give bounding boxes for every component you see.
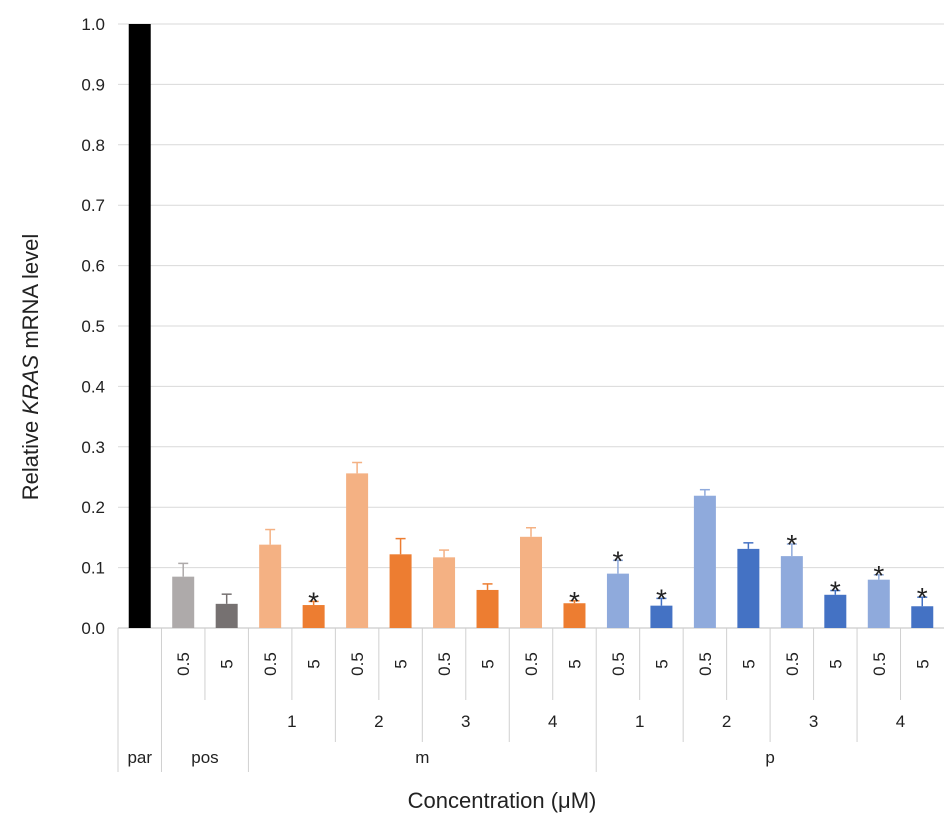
compound-label: 3 — [461, 712, 470, 731]
concentration-label: 5 — [826, 659, 845, 668]
concentration-label: 0.5 — [696, 652, 715, 676]
group-label: p — [765, 748, 774, 767]
concentration-label: 0.5 — [435, 652, 454, 676]
concentration-label: 0.5 — [609, 652, 628, 676]
bar — [824, 594, 847, 628]
bar — [737, 548, 760, 628]
concentration-label: 0.5 — [174, 652, 193, 676]
compound-label: 1 — [635, 712, 644, 731]
y-tick-label: 0.0 — [81, 619, 105, 638]
concentration-label: 5 — [305, 659, 324, 668]
bar — [172, 576, 195, 628]
y-tick-label: 0.5 — [81, 317, 105, 336]
concentration-label: 0.5 — [261, 652, 280, 676]
concentration-label: 5 — [739, 659, 758, 668]
y-axis-title-kras: KRAS — [18, 354, 43, 414]
significance-marker: * — [830, 576, 841, 607]
bar — [650, 605, 673, 628]
y-tick-label: 0.7 — [81, 196, 105, 215]
x-axis-title: Concentration (μM) — [408, 788, 597, 813]
compound-label: 1 — [287, 712, 296, 731]
bar — [780, 556, 803, 628]
bar — [520, 536, 542, 628]
bar — [606, 573, 629, 628]
bar — [128, 24, 151, 628]
significance-marker: * — [917, 582, 928, 613]
compound-label: 2 — [374, 712, 383, 731]
significance-marker: * — [612, 545, 623, 576]
concentration-label: 5 — [392, 659, 411, 668]
category-table: 0.5 5 0.5 5 0.5 5 0.5 5 0.5 5 0.5 5 0.5 5 0.5 5 0.5 5 1 2 3 4… — [117, 628, 932, 772]
significance-marker: * — [308, 586, 319, 617]
significance-marker: * — [786, 529, 797, 560]
concentration-label: 5 — [652, 659, 671, 668]
concentration-label: 5 — [913, 659, 932, 668]
bar — [302, 605, 325, 628]
concentration-label: 0.5 — [522, 652, 541, 676]
y-axis-title: Relative KRAS mRNA level — [18, 234, 43, 501]
concentration-label: 0.5 — [348, 652, 367, 676]
y-tick-label: 0.9 — [81, 75, 105, 94]
bar — [389, 554, 412, 628]
concentration-label: 5 — [565, 659, 584, 668]
bar — [563, 603, 586, 628]
concentration-label: 5 — [479, 659, 498, 668]
bar — [259, 544, 282, 628]
group-label: par — [127, 748, 152, 767]
y-tick-label: 0.1 — [81, 559, 105, 578]
bar — [346, 473, 369, 628]
compound-label: 2 — [722, 712, 731, 731]
y-tick-label: 0.8 — [81, 136, 105, 155]
y-axis-ticks: 0.0 0.1 0.2 0.3 0.4 0.5 0.6 0.7 0.8 0.9 1.0 — [81, 15, 105, 638]
y-tick-label: 0.6 — [81, 257, 105, 276]
y-tick-label: 0.2 — [81, 498, 105, 517]
significance-marker: * — [873, 560, 884, 591]
compound-label: 4 — [896, 712, 905, 731]
bar — [476, 589, 499, 628]
concentration-label: 0.5 — [783, 652, 802, 676]
significance-marker: * — [656, 583, 667, 614]
bar — [911, 606, 934, 628]
compound-label: 3 — [809, 712, 818, 731]
concentration-label: 5 — [218, 659, 237, 668]
gridlines — [118, 23, 944, 629]
bar — [433, 557, 456, 628]
bar — [215, 603, 238, 628]
bar — [693, 495, 716, 628]
bars: * * * * * * * * — [128, 24, 934, 628]
y-tick-label: 1.0 — [81, 15, 105, 34]
y-tick-label: 0.4 — [81, 377, 105, 396]
concentration-label: 0.5 — [870, 652, 889, 676]
group-label: m — [415, 748, 429, 767]
bar — [867, 579, 890, 628]
group-label: pos — [191, 748, 218, 767]
y-axis-title-part-3: mRNA level — [18, 234, 43, 355]
y-tick-label: 0.3 — [81, 438, 105, 457]
significance-marker: * — [569, 586, 580, 617]
y-axis-title-part-1: Relative — [18, 415, 43, 501]
compound-label: 4 — [548, 712, 557, 731]
